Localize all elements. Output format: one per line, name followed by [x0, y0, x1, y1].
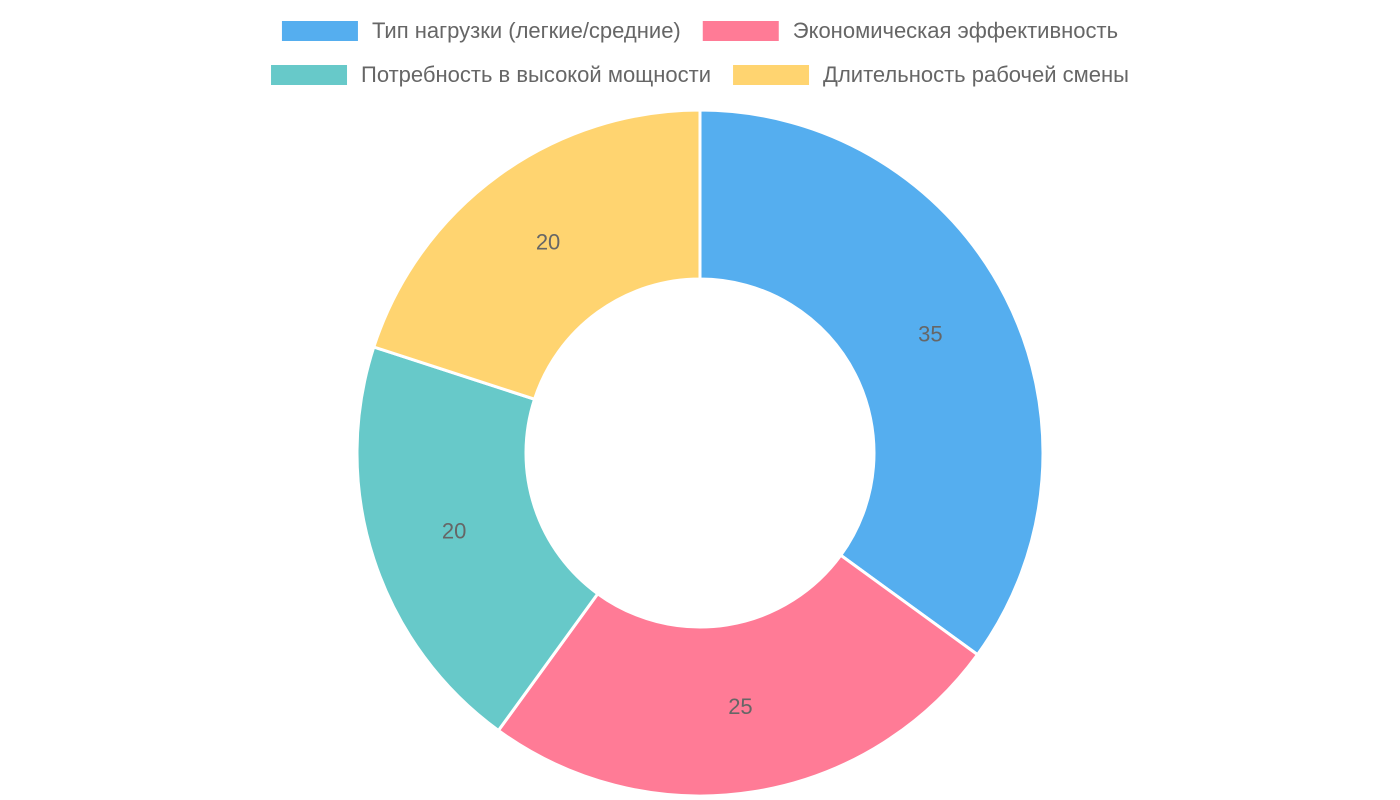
data-label: 20 [536, 230, 560, 255]
legend-swatch [733, 65, 810, 85]
legend-item: Потребность в высокой мощности [271, 62, 711, 87]
legend-label: Длительность рабочей смены [823, 62, 1129, 87]
donut-slice [496, 553, 980, 798]
data-label: 20 [442, 519, 466, 544]
legend-item: Тип нагрузки (легкие/средние) [281, 18, 681, 43]
donut-slice [355, 345, 600, 733]
legend-swatch [271, 65, 348, 85]
legend-item: Экономическая эффективность [702, 18, 1118, 43]
data-label: 25 [728, 694, 752, 719]
legend-item: Длительность рабочей смены [733, 62, 1129, 87]
legend-swatch [281, 21, 358, 41]
donut-slice [371, 108, 702, 402]
legend-swatch [702, 21, 779, 41]
legend-label: Тип нагрузки (легкие/средние) [372, 18, 681, 43]
data-label: 35 [918, 321, 942, 346]
legend-label: Экономическая эффективность [793, 18, 1118, 43]
donut-slice [698, 108, 1045, 657]
legend-label: Потребность в высокой мощности [361, 62, 711, 87]
